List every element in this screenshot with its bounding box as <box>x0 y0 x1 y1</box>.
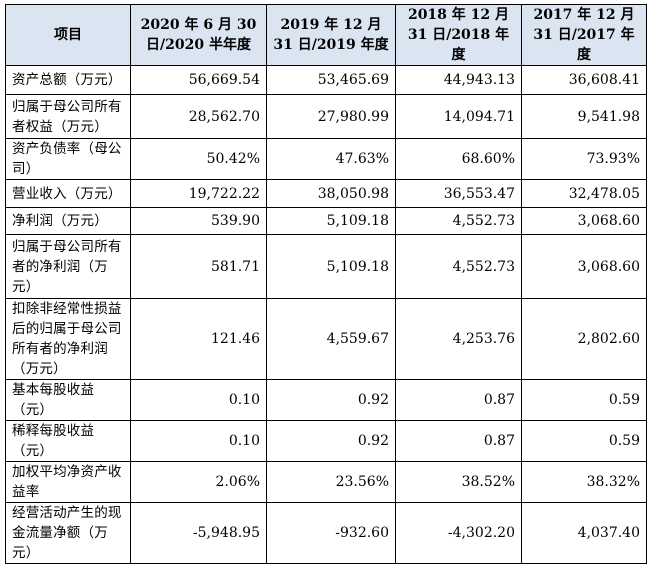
row-label: 资产负债率（母公司） <box>5 138 131 180</box>
row-label: 经营活动产生的现金流量净额（万元） <box>5 502 131 564</box>
table-cell: 32,478.05 <box>521 179 647 208</box>
table-cell: 14,094.71 <box>395 94 522 139</box>
header-item: 项目 <box>5 4 131 66</box>
table-cell: 36,553.47 <box>395 179 522 208</box>
table-cell: 68.60% <box>395 138 522 180</box>
row-label: 基本每股收益（元） <box>5 379 131 421</box>
table-row: 基本每股收益（元） 0.10 0.92 0.87 0.59 <box>5 379 647 421</box>
table-cell: 0.92 <box>266 379 396 421</box>
table-cell: 56,669.54 <box>130 65 267 95</box>
table-cell: 38.32% <box>521 461 647 503</box>
table-cell: 4,552.73 <box>395 234 522 299</box>
table-cell: 0.10 <box>130 379 267 421</box>
table-cell: 38.52% <box>395 461 522 503</box>
table-cell: 539.90 <box>130 207 267 235</box>
financial-data-table: 项目 2020 年 6 月 30 日/2020 半年度 2019 年 12 月 … <box>5 4 647 564</box>
table-cell: 0.92 <box>266 420 396 462</box>
table-cell: 23.56% <box>266 461 396 503</box>
table-cell: 4,552.73 <box>395 207 522 235</box>
row-label: 营业收入（万元） <box>5 179 131 208</box>
table-cell: 44,943.13 <box>395 65 522 95</box>
header-2020h1: 2020 年 6 月 30 日/2020 半年度 <box>130 4 267 66</box>
row-label: 扣除非经常性损益后的归属于母公司所有者的净利润（万元） <box>5 298 131 380</box>
table-cell: 38,050.98 <box>266 179 396 208</box>
table-cell: 9,541.98 <box>521 94 647 139</box>
table-cell: 5,109.18 <box>266 207 396 235</box>
table-cell: 0.59 <box>521 420 647 462</box>
table-cell: 3,068.60 <box>521 234 647 299</box>
header-row: 项目 2020 年 6 月 30 日/2020 半年度 2019 年 12 月 … <box>5 4 647 66</box>
header-2018: 2018 年 12 月 31 日/2018 年度 <box>395 4 522 66</box>
table-cell: 2.06% <box>130 461 267 503</box>
table-cell: 73.93% <box>521 138 647 180</box>
row-label: 稀释每股收益（元） <box>5 420 131 462</box>
table-cell: 47.63% <box>266 138 396 180</box>
table-row: 归属于母公司所有者权益（万元） 28,562.70 27,980.99 14,094.… <box>5 94 647 139</box>
table-row: 资产负债率（母公司） 50.42% 47.63% 68.60% 73.93% <box>5 138 647 180</box>
table-cell: 2,802.60 <box>521 298 647 380</box>
table-row: 经营活动产生的现金流量净额（万元） -5,948.95 -932.60 -4,302.… <box>5 502 647 564</box>
header-2019: 2019 年 12 月 31 日/2019 年度 <box>266 4 396 66</box>
row-label: 归属于母公司所有者的净利润（万元） <box>5 234 131 299</box>
header-2017: 2017 年 12 月 31 日/2017 年度 <box>521 4 647 66</box>
table-row: 资产总额（万元） 56,669.54 53,465.69 44,943.13 36,60… <box>5 65 647 95</box>
table-cell: 4,253.76 <box>395 298 522 380</box>
table-cell: 50.42% <box>130 138 267 180</box>
table-row: 净利润（万元） 539.90 5,109.18 4,552.73 3,068.60 <box>5 207 647 235</box>
table-row: 加权平均净资产收益率 2.06% 23.56% 38.52% 38.32% <box>5 461 647 503</box>
row-label: 资产总额（万元） <box>5 65 131 95</box>
table-row: 营业收入（万元） 19,722.22 38,050.98 36,553.47 32,47… <box>5 179 647 208</box>
table-row: 稀释每股收益（元） 0.10 0.92 0.87 0.59 <box>5 420 647 462</box>
table-cell: 121.46 <box>130 298 267 380</box>
table-cell: 36,608.41 <box>521 65 647 95</box>
table-body: 资产总额（万元） 56,669.54 53,465.69 44,943.13 36,60… <box>5 65 647 564</box>
table-cell: -932.60 <box>266 502 396 564</box>
row-label: 净利润（万元） <box>5 207 131 235</box>
table-cell: 4,037.40 <box>521 502 647 564</box>
table-cell: 4,559.67 <box>266 298 396 380</box>
table-header: 项目 2020 年 6 月 30 日/2020 半年度 2019 年 12 月 … <box>5 4 647 66</box>
table-cell: 0.10 <box>130 420 267 462</box>
table-cell: 0.87 <box>395 379 522 421</box>
table-cell: 3,068.60 <box>521 207 647 235</box>
table-cell: -4,302.20 <box>395 502 522 564</box>
table-row: 扣除非经常性损益后的归属于母公司所有者的净利润（万元） 121.46 4,559.6… <box>5 298 647 380</box>
table-cell: 5,109.18 <box>266 234 396 299</box>
table-cell: 28,562.70 <box>130 94 267 139</box>
row-label: 加权平均净资产收益率 <box>5 461 131 503</box>
table-cell: 581.71 <box>130 234 267 299</box>
table-cell: 0.59 <box>521 379 647 421</box>
table-cell: 53,465.69 <box>266 65 396 95</box>
table-cell: 19,722.22 <box>130 179 267 208</box>
table-row: 归属于母公司所有者的净利润（万元） 581.71 5,109.18 4,552.73 3… <box>5 234 647 299</box>
table-cell: 27,980.99 <box>266 94 396 139</box>
table-cell: -5,948.95 <box>130 502 267 564</box>
table-cell: 0.87 <box>395 420 522 462</box>
row-label: 归属于母公司所有者权益（万元） <box>5 94 131 139</box>
